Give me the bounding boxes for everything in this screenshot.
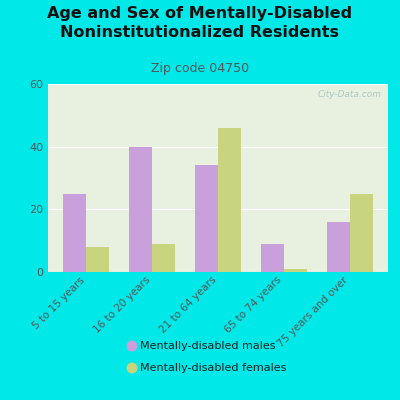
Bar bbox=[326, 222, 350, 272]
Bar bbox=[195, 166, 218, 272]
Text: Mentally-disabled males: Mentally-disabled males bbox=[140, 341, 276, 351]
Bar bbox=[218, 128, 241, 272]
Bar bbox=[86, 247, 110, 272]
Text: Age and Sex of Mentally-Disabled
Noninstitutionalized Residents: Age and Sex of Mentally-Disabled Noninst… bbox=[48, 6, 352, 40]
Text: Zip code 04750: Zip code 04750 bbox=[151, 62, 249, 75]
Text: Mentally-disabled females: Mentally-disabled females bbox=[140, 363, 286, 373]
Text: City-Data.com: City-Data.com bbox=[317, 90, 381, 99]
Bar bbox=[284, 269, 307, 272]
Bar bbox=[152, 244, 175, 272]
Bar bbox=[129, 147, 152, 272]
Bar bbox=[64, 194, 86, 272]
Bar bbox=[261, 244, 284, 272]
Bar bbox=[350, 194, 372, 272]
